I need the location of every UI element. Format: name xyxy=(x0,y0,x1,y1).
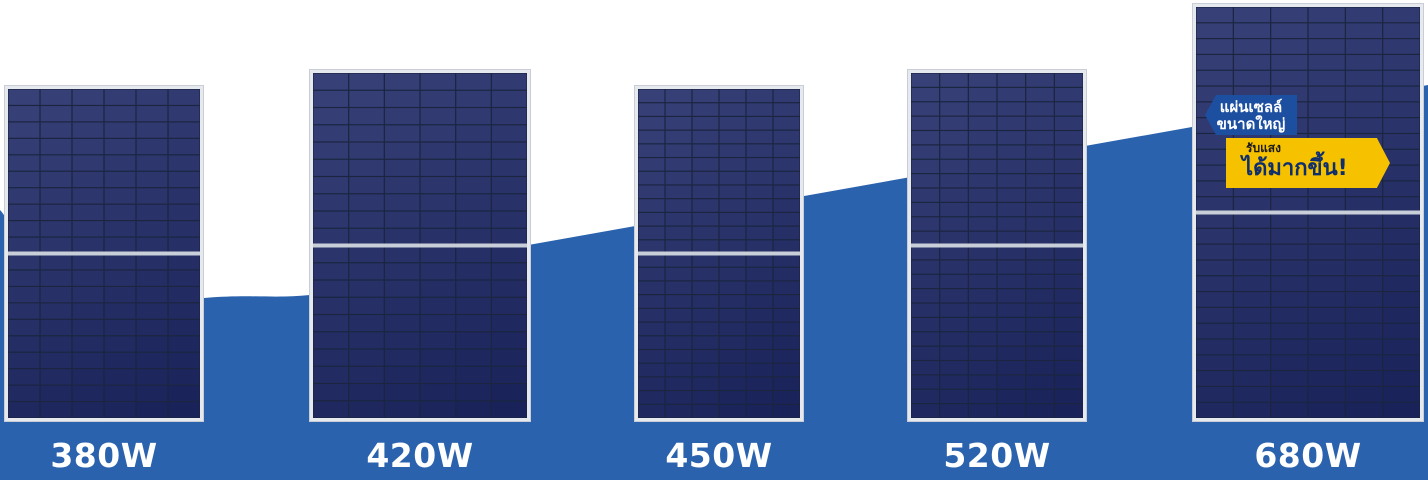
solar-cells xyxy=(1196,7,1420,418)
solar-panel-450w xyxy=(635,86,803,421)
badge-text: ขนาดใหญ่ xyxy=(1216,115,1286,133)
solar-cells xyxy=(313,73,527,418)
badge-text: แผ่นเซลล์ xyxy=(1219,98,1283,116)
solar-panel-420w xyxy=(310,70,530,421)
solar-cells xyxy=(638,89,800,418)
promo-badge-more-light: รับแสง ได้มากขึ้น! xyxy=(1226,138,1390,188)
wattage-label-680w: 680W xyxy=(1254,436,1362,475)
solar-cells xyxy=(911,73,1083,418)
badge-text: ได้มากขึ้น! xyxy=(1242,156,1348,181)
wattage-label-520w: 520W xyxy=(943,436,1051,475)
promo-badge-large-cells: แผ่นเซลล์ ขนาดใหญ่ xyxy=(1205,95,1297,135)
wattage-label-380w: 380W xyxy=(50,436,158,475)
solar-cells xyxy=(8,89,200,418)
solar-panel-520w xyxy=(908,70,1086,421)
wattage-label-450w: 450W xyxy=(665,436,773,475)
wattage-label-420w: 420W xyxy=(366,436,474,475)
solar-panel-680w xyxy=(1193,4,1423,421)
solar-panel-380w xyxy=(5,86,203,421)
badge-text: รับแสง xyxy=(1246,141,1281,155)
